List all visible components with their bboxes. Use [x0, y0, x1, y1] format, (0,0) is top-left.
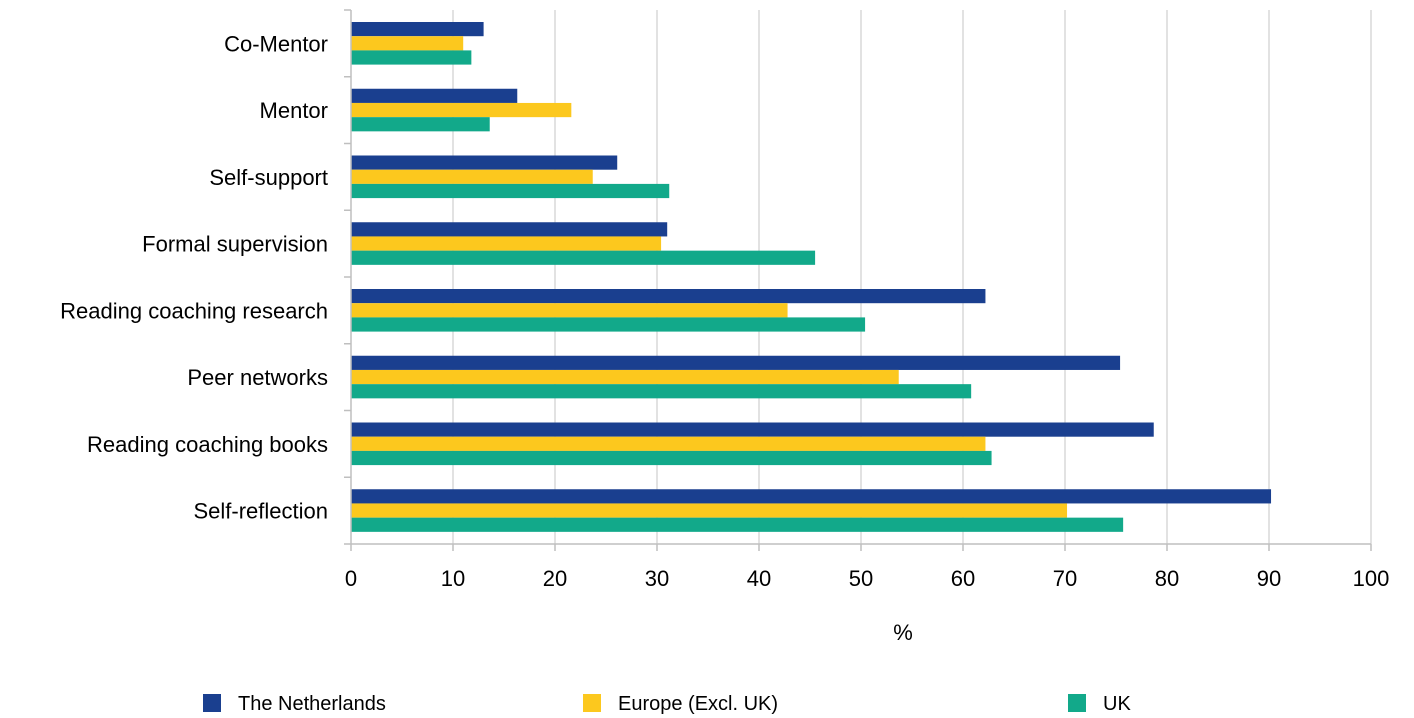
x-tick-label: 40	[747, 566, 771, 591]
bar	[351, 303, 788, 318]
x-tick-label: 90	[1257, 566, 1281, 591]
bar	[351, 102, 572, 118]
axes	[344, 9, 1372, 551]
bar	[351, 355, 1121, 370]
x-tick-label: 100	[1353, 566, 1390, 591]
bar	[351, 50, 472, 65]
bar	[351, 436, 986, 451]
bar	[351, 155, 618, 170]
bar	[351, 289, 986, 304]
legend: The Netherlands Europe (Excl. UK) UK	[203, 693, 1131, 715]
bar	[351, 169, 593, 184]
bar	[351, 183, 670, 199]
category-label: Reading coaching research	[60, 298, 328, 323]
legend-label: The Netherlands	[238, 693, 386, 715]
x-tick-label: 70	[1053, 566, 1077, 591]
bar	[351, 422, 1154, 437]
x-tick-label: 50	[849, 566, 873, 591]
category-label: Mentor	[260, 98, 328, 123]
bar	[351, 36, 464, 51]
legend-swatch	[1068, 694, 1086, 712]
x-tick-label: 20	[543, 566, 567, 591]
x-tick-label: 0	[345, 566, 357, 591]
bar	[351, 236, 662, 251]
bar	[351, 450, 992, 466]
category-label: Reading coaching books	[87, 432, 328, 457]
category-label: Formal supervision	[142, 232, 328, 257]
x-tick-label: 80	[1155, 566, 1179, 591]
legend-swatch	[203, 694, 221, 712]
bar	[351, 117, 490, 132]
bar	[351, 384, 972, 399]
bar	[351, 22, 484, 37]
bar	[351, 250, 816, 265]
legend-label: UK	[1103, 693, 1131, 715]
category-label: Self-support	[209, 165, 328, 190]
bar	[351, 517, 1124, 532]
category-labels: Co-Mentor Mentor Self-support Formal superv…	[60, 31, 328, 523]
x-tick-label: 60	[951, 566, 975, 591]
bar	[351, 88, 518, 103]
bar	[351, 317, 866, 332]
bars	[351, 22, 1272, 532]
x-tick-labels: 0 10 20 30 40 50 60 70 80 90 100	[345, 566, 1389, 591]
bar	[351, 222, 668, 237]
x-axis-title: %	[893, 620, 913, 645]
bar	[351, 369, 899, 385]
legend-label: Europe (Excl. UK)	[618, 693, 778, 715]
category-label: Peer networks	[187, 365, 328, 390]
x-tick-label: 30	[645, 566, 669, 591]
category-label: Self-reflection	[193, 499, 328, 524]
grid-lines	[452, 10, 1372, 544]
bar	[351, 489, 1272, 504]
legend-swatch	[583, 694, 601, 712]
category-label: Co-Mentor	[224, 31, 328, 56]
x-tick-label: 10	[441, 566, 465, 591]
bar	[351, 503, 1068, 518]
